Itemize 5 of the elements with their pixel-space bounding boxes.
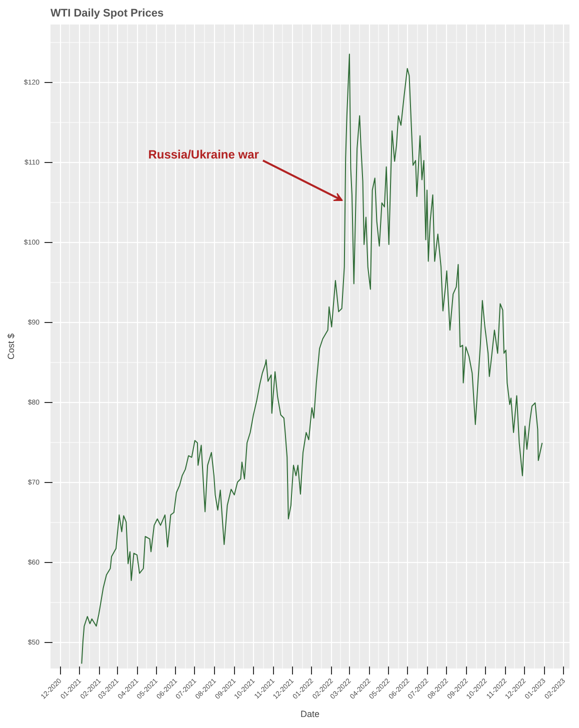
x-axis-title: Date (300, 709, 320, 720)
y-axis-title: Cost $ (6, 333, 16, 360)
chart-title: WTI Daily Spot Prices (50, 8, 164, 20)
annotation: Russia/Ukraine war (148, 148, 260, 162)
line-series (81, 54, 543, 664)
